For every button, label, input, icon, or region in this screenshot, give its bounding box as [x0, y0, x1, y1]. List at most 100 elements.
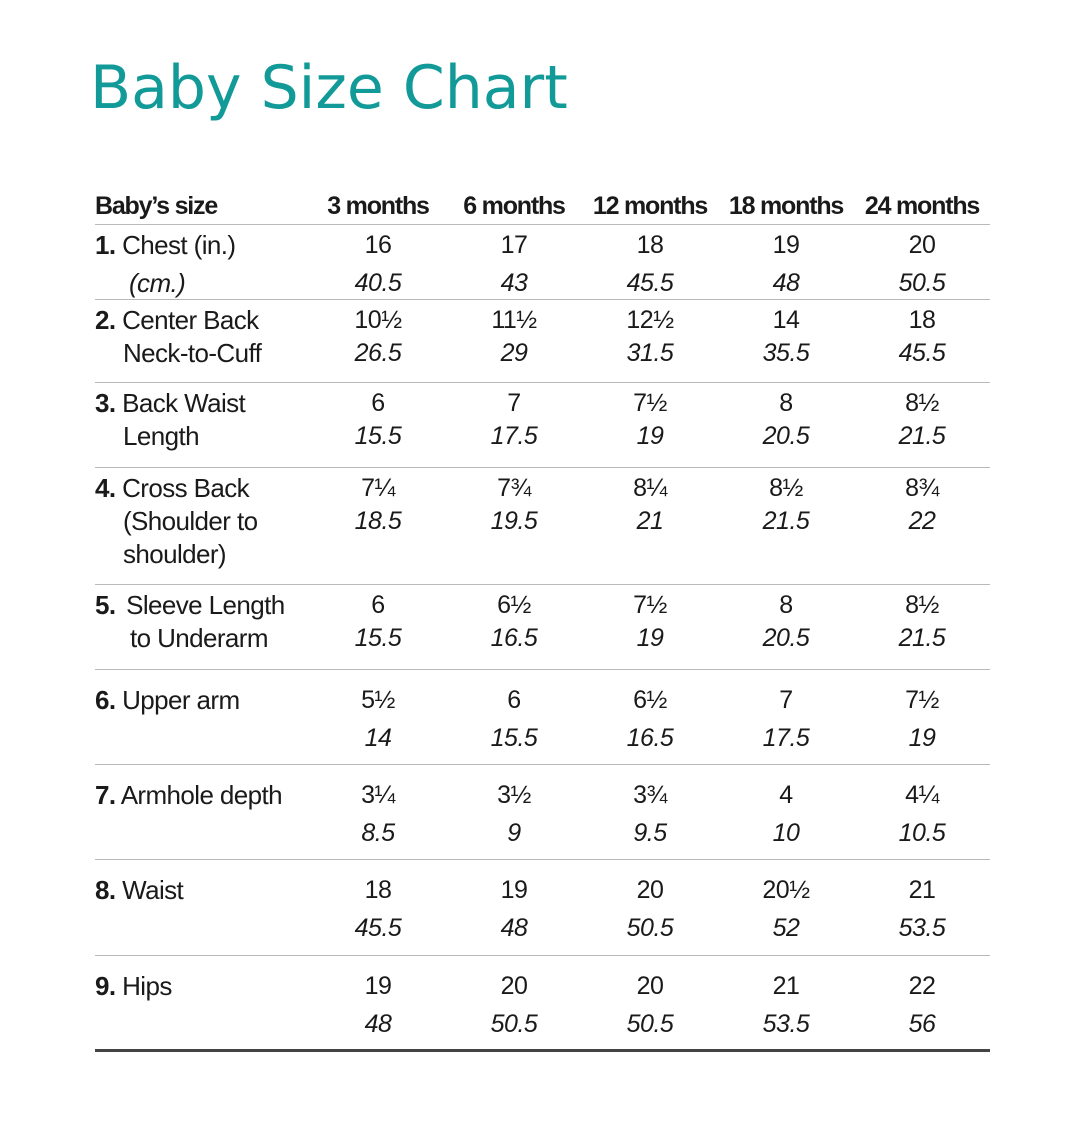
value-cm: 8.5 [361, 819, 395, 847]
table-cell: 3½ 9 [446, 765, 582, 859]
header-size-24m: 24 months [864, 192, 980, 220]
value-cm: 16.5 [490, 624, 538, 652]
row-label-text: Length [123, 421, 200, 451]
value-in: 7 [507, 389, 521, 417]
table-cell: 3¼ 8.5 [310, 765, 446, 859]
row-label-text: Waist [122, 875, 184, 905]
value-cm: 35.5 [762, 339, 810, 367]
table-row-hips: 9. Hips 19 48 20 50.5 20 50.5 21 53.5 22 56 [95, 955, 990, 1052]
value-in: 20 [908, 231, 936, 259]
value-in: 19 [500, 876, 528, 904]
table-cell: 4¼ 10.5 [854, 765, 990, 859]
value-in: 18 [636, 231, 664, 259]
value-cm: 10 [772, 819, 800, 847]
table-cell: 22 56 [854, 956, 990, 1049]
value-cm: 45.5 [354, 914, 402, 942]
value-cm: 53.5 [898, 914, 946, 942]
table-cell: 8 20.5 [718, 585, 854, 669]
value-cm: 9.5 [633, 819, 667, 847]
value-in: 10½ [354, 306, 402, 334]
header-label: Baby’s size [95, 192, 218, 220]
table-cell: 19 48 [446, 860, 582, 955]
value-cm: 17.5 [762, 724, 810, 752]
value-in: 19 [772, 231, 800, 259]
value-in: 8 [779, 389, 793, 417]
value-in: 4 [779, 781, 793, 809]
value-cm: 48 [772, 269, 800, 297]
table-cell: 7½ 19 [582, 585, 718, 669]
row-label-text: Cross Back [122, 473, 250, 503]
row-number: 2. [95, 305, 116, 335]
row-label-text: (Shoulder to [123, 506, 258, 536]
value-cm: 56 [908, 1010, 936, 1038]
value-cm: 53.5 [762, 1010, 810, 1038]
table-row-center-back: 2. Center Back Neck-to-Cuff 10½ 26.5 11½ 2… [95, 299, 990, 382]
value-cm: 40.5 [354, 269, 402, 297]
row-label: 6. Upper arm [95, 670, 310, 764]
table-cell: 8½ 21.5 [854, 383, 990, 467]
value-cm: 48 [500, 914, 528, 942]
value-in: 11½ [491, 306, 537, 334]
value-in: 20 [636, 972, 664, 1000]
table-cell: 18 45.5 [582, 225, 718, 299]
table-cell: 16 40.5 [310, 225, 446, 299]
table-cell: 19 48 [310, 956, 446, 1049]
row-label-text: shoulder) [123, 539, 227, 569]
value-in: 20 [636, 876, 664, 904]
row-label-text: Chest (in.) [122, 230, 236, 260]
value-in: 7½ [633, 591, 667, 619]
table-cell: 4 10 [718, 765, 854, 859]
value-in: 20 [500, 972, 528, 1000]
table-cell: 11½ 29 [446, 300, 582, 382]
table-cell: 7½ 19 [854, 670, 990, 764]
value-in: 8¾ [905, 474, 939, 502]
header-size-18m: 18 months [728, 192, 844, 220]
value-cm: 22 [908, 507, 936, 535]
table-cell: 14 35.5 [718, 300, 854, 382]
value-cm: 48 [364, 1010, 392, 1038]
header-size-3m: 3 months [327, 192, 430, 220]
value-cm: 26.5 [354, 339, 402, 367]
row-label: 9. Hips [95, 956, 310, 1049]
value-cm: 15.5 [490, 724, 538, 752]
table-cell: 3¾ 9.5 [582, 765, 718, 859]
table-cell: 7¼ 18.5 [310, 468, 446, 584]
value-in: 17 [500, 231, 528, 259]
value-in: 6 [371, 591, 385, 619]
value-cm: 17.5 [490, 422, 538, 450]
value-in: 7½ [905, 686, 939, 714]
row-label: 7. Armhole depth [95, 765, 310, 859]
row-label-text: to Underarm [130, 623, 269, 653]
value-in: 20½ [762, 876, 810, 904]
header-size-6m: 6 months [463, 192, 566, 220]
value-cm: 18.5 [354, 507, 402, 535]
row-label-text: Upper arm [122, 685, 240, 715]
value-cm: 45.5 [626, 269, 674, 297]
value-in: 22 [908, 972, 936, 1000]
row-label: 2. Center Back Neck-to-Cuff [95, 300, 310, 382]
table-cell: 5½ 14 [310, 670, 446, 764]
value-in: 19 [364, 972, 392, 1000]
value-cm: 29 [500, 339, 528, 367]
table-cell: 19 48 [718, 225, 854, 299]
value-in: 18 [364, 876, 392, 904]
table-row-cross-back: 4. Cross Back (Shoulder to shoulder) 7¼ 1… [95, 467, 990, 584]
value-in: 6 [371, 389, 385, 417]
table-cell: 21 53.5 [854, 860, 990, 955]
value-cm: 16.5 [626, 724, 674, 752]
table-row-armhole-depth: 7. Armhole depth 3¼ 8.5 3½ 9 3¾ 9.5 4 10 4¼ 1… [95, 764, 990, 859]
row-number: 3. [95, 388, 116, 418]
value-cm: 50.5 [626, 914, 674, 942]
value-cm: 52 [772, 914, 800, 942]
table-cell: 17 43 [446, 225, 582, 299]
row-number: 9. [95, 971, 116, 1001]
table-cell: 6½ 16.5 [582, 670, 718, 764]
value-cm: 19 [636, 422, 664, 450]
value-in: 8 [779, 591, 793, 619]
table-cell: 10½ 26.5 [310, 300, 446, 382]
table-cell: 18 45.5 [310, 860, 446, 955]
row-number: 5. [95, 590, 116, 620]
value-in: 3½ [497, 781, 531, 809]
value-in: 12½ [626, 306, 674, 334]
